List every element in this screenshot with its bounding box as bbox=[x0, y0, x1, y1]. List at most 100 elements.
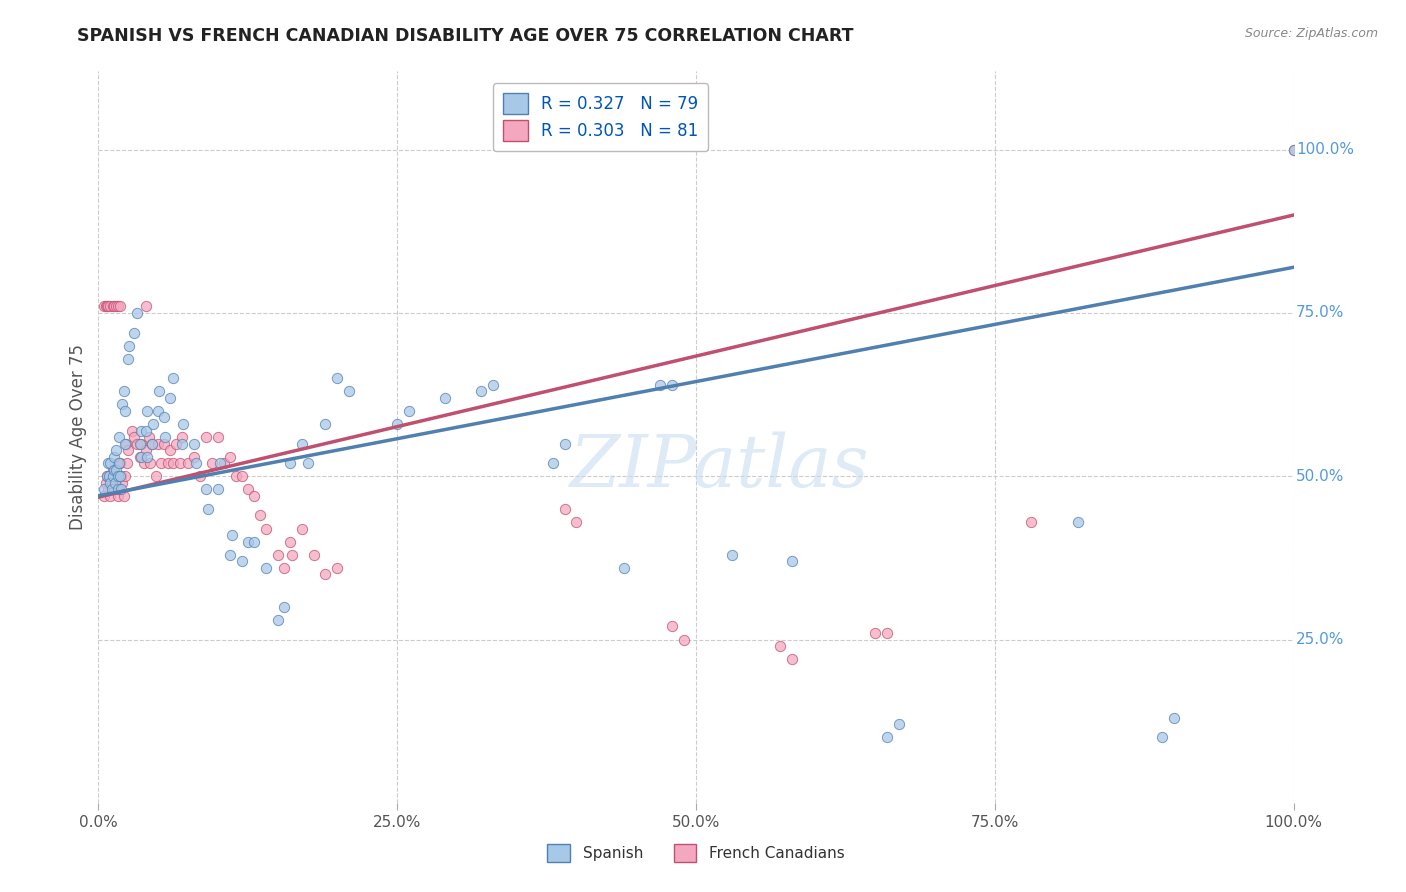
Point bbox=[124, 326, 146, 340]
Point bbox=[315, 417, 337, 431]
Point bbox=[326, 560, 349, 574]
Point bbox=[129, 450, 152, 464]
Point bbox=[142, 417, 165, 431]
Point bbox=[136, 404, 159, 418]
Point bbox=[385, 417, 409, 431]
Point bbox=[94, 475, 117, 490]
Point bbox=[254, 521, 277, 535]
Point bbox=[267, 613, 290, 627]
Point bbox=[1152, 731, 1174, 745]
Point bbox=[105, 463, 128, 477]
Point bbox=[876, 731, 898, 745]
Point bbox=[326, 371, 349, 385]
Text: 50.0%: 50.0% bbox=[1296, 469, 1344, 483]
Point bbox=[177, 456, 200, 470]
Point bbox=[281, 548, 304, 562]
Point bbox=[172, 417, 194, 431]
Point bbox=[117, 443, 139, 458]
Point bbox=[104, 475, 127, 490]
Point bbox=[1163, 711, 1185, 725]
Point bbox=[339, 384, 361, 399]
Point bbox=[153, 436, 176, 450]
Point bbox=[97, 456, 120, 470]
Point bbox=[101, 463, 124, 477]
Point bbox=[236, 534, 259, 549]
Point bbox=[768, 639, 790, 653]
Point bbox=[135, 443, 157, 458]
Point bbox=[136, 450, 159, 464]
Point bbox=[107, 430, 129, 444]
Point bbox=[145, 469, 167, 483]
Point bbox=[243, 489, 266, 503]
Point bbox=[565, 515, 588, 529]
Point bbox=[129, 436, 152, 450]
Legend: Spanish, French Canadians: Spanish, French Canadians bbox=[541, 838, 851, 868]
Text: Source: ZipAtlas.com: Source: ZipAtlas.com bbox=[1244, 27, 1378, 40]
Point bbox=[1282, 143, 1305, 157]
Point bbox=[93, 489, 115, 503]
Point bbox=[112, 384, 135, 399]
Point bbox=[613, 560, 636, 574]
Point bbox=[554, 436, 576, 450]
Point bbox=[278, 534, 301, 549]
Point bbox=[112, 489, 135, 503]
Point bbox=[125, 436, 148, 450]
Point bbox=[96, 469, 118, 483]
Point bbox=[197, 502, 219, 516]
Point bbox=[207, 483, 229, 497]
Point bbox=[207, 430, 229, 444]
Point bbox=[661, 619, 683, 633]
Point bbox=[100, 483, 122, 497]
Point bbox=[315, 567, 337, 582]
Point bbox=[132, 456, 155, 470]
Point bbox=[117, 351, 139, 366]
Point bbox=[243, 534, 266, 549]
Point bbox=[1282, 143, 1305, 157]
Point bbox=[159, 391, 181, 405]
Point bbox=[114, 469, 136, 483]
Point bbox=[93, 300, 115, 314]
Point bbox=[231, 469, 253, 483]
Point bbox=[107, 469, 129, 483]
Point bbox=[865, 626, 887, 640]
Point bbox=[107, 489, 129, 503]
Point bbox=[111, 475, 134, 490]
Y-axis label: Disability Age Over 75: Disability Age Over 75 bbox=[69, 344, 87, 530]
Point bbox=[121, 424, 143, 438]
Point bbox=[108, 456, 131, 470]
Point bbox=[225, 469, 247, 483]
Point bbox=[889, 717, 911, 731]
Point bbox=[114, 436, 136, 450]
Point bbox=[115, 436, 138, 450]
Point bbox=[201, 456, 224, 470]
Point bbox=[195, 483, 218, 497]
Point bbox=[131, 450, 153, 464]
Point bbox=[212, 456, 235, 470]
Point bbox=[1019, 515, 1042, 529]
Point bbox=[148, 436, 170, 450]
Point bbox=[125, 306, 148, 320]
Point bbox=[780, 554, 803, 568]
Point bbox=[103, 300, 125, 314]
Point bbox=[162, 456, 184, 470]
Point bbox=[98, 469, 121, 483]
Point bbox=[97, 300, 120, 314]
Text: 75.0%: 75.0% bbox=[1296, 305, 1344, 320]
Point bbox=[141, 436, 163, 450]
Point bbox=[138, 430, 160, 444]
Point bbox=[236, 483, 259, 497]
Point bbox=[94, 300, 117, 314]
Point bbox=[101, 300, 124, 314]
Point bbox=[93, 483, 115, 497]
Point bbox=[110, 469, 132, 483]
Point bbox=[103, 483, 125, 497]
Point bbox=[183, 450, 205, 464]
Point bbox=[291, 521, 314, 535]
Point bbox=[131, 436, 153, 450]
Point bbox=[141, 436, 163, 450]
Point bbox=[107, 483, 129, 497]
Point bbox=[648, 377, 672, 392]
Point bbox=[153, 410, 176, 425]
Point bbox=[96, 469, 118, 483]
Point bbox=[188, 469, 211, 483]
